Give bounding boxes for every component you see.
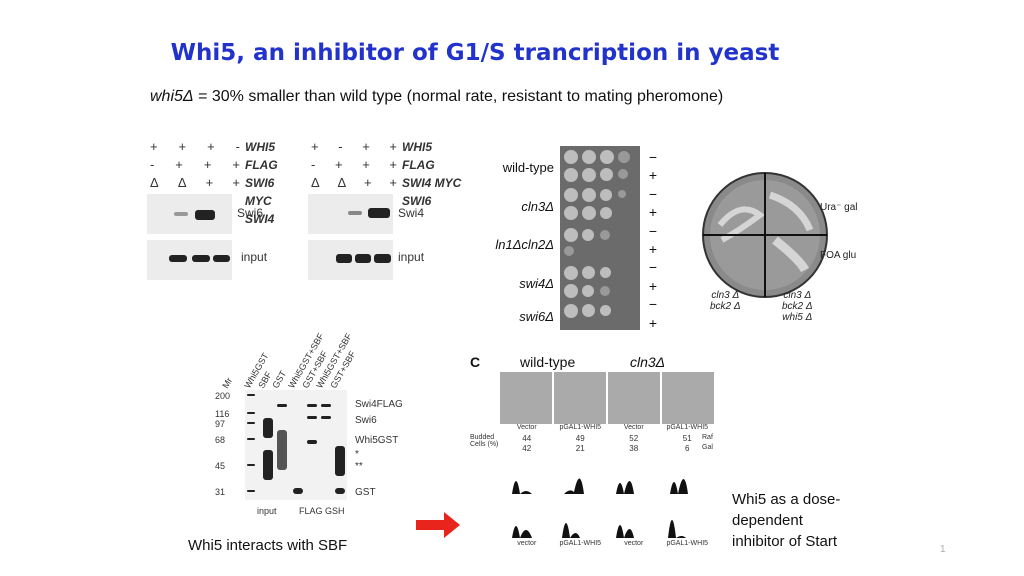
coip-blot-right: + - + + - + + + Δ Δ + + WHI5 FLAG SWI4 MYC SWI6 S… (306, 132, 466, 282)
gel-image (245, 390, 347, 500)
coip-right-row3: Δ Δ + + (311, 175, 397, 190)
page-number: 1 (940, 544, 946, 555)
micro-header-wild-type: wild-type (520, 354, 576, 370)
spot-assay-signs: − + − + − + − + − + (648, 149, 658, 331)
plate-label-ura-gal: Ura⁻ gal (820, 202, 858, 213)
caption-interacts: Whi5 interacts with SBF (188, 537, 348, 554)
strain-swi4: swi4Δ (519, 276, 554, 291)
coip-right-band-label: Swi4 (398, 206, 425, 220)
budded-gal-row: 42 21 38 6 (522, 444, 690, 453)
plate-label-foa-glu: FOA glu (820, 250, 857, 261)
coip-left-row1: + + + - (150, 139, 240, 154)
right-arrow-icon (416, 512, 460, 538)
budded-raf-row: 44 49 52 51 (522, 434, 692, 443)
slide-title: Whi5, an inhibitor of G1/S trancription … (170, 40, 780, 66)
coip-left-ip-blot (147, 194, 232, 234)
subtitle-text: = 30% smaller than wild type (normal rat… (193, 88, 724, 105)
coip-right-input-blot (308, 240, 393, 280)
coip-right-row-labels: WHI5 FLAG SWI4 MYC SWI6 (402, 140, 462, 208)
gel-lane-labels: Mr Whi5GST SBF GST Whi5GST+SBF GST+SBF W… (220, 331, 358, 390)
slide-subtitle: whi5Δ = 30% smaller than wild type (norm… (150, 88, 723, 106)
coip-right-ip-blot (308, 194, 393, 234)
strain-swi6: swi6Δ (519, 309, 554, 324)
delta-symbol: Δ (182, 88, 194, 105)
facs-bottom-labels: vector pGAL1-WHI5 vector pGAL1-WHI5 (517, 540, 709, 547)
coip-left-row3: Δ Δ + + (150, 175, 240, 190)
coip-left-input-label: input (241, 250, 268, 264)
gal-label: Gal (702, 444, 713, 451)
spot-plate-image (560, 146, 640, 330)
budded-label: Budded Cells (%) (470, 434, 499, 448)
facs-histograms (504, 478, 700, 538)
coip-right-row2: - + + + (311, 157, 397, 172)
panel-letter: C (470, 354, 481, 370)
petri-dish-image (702, 172, 828, 298)
strain-cln3: cln3Δ (521, 199, 554, 214)
strain-wild-type: wild-type (502, 160, 554, 175)
coip-left-input-blot (147, 240, 232, 280)
strain-cln1-cln2: ln1Δcln2Δ (495, 237, 554, 252)
spot-assay: wild-type cln3Δ ln1Δcln2Δ swi4Δ swi6Δ − +… (484, 144, 664, 334)
coip-left-signs: + + + - - + + + Δ Δ + + (150, 138, 240, 192)
raf-label: Raf (702, 434, 713, 441)
pulldown-gel: Mr Whi5GST SBF GST Whi5GST+SBF GST+SBF W… (215, 331, 403, 516)
coip-blot-left: + + + - - + + + Δ Δ + + WHI5 FLAG SWI6 MYC SWI4 S… (145, 132, 295, 282)
microscopy-panel: C wild-type cln3Δ Vector pGAL1-WHI5 Vect… (470, 354, 720, 554)
coip-left-row2: - + + + (150, 157, 240, 172)
micro-header-cln3: cln3Δ (630, 354, 666, 370)
coip-left-band-label: Swi6 (237, 206, 264, 220)
gene-name: whi5 (150, 88, 183, 105)
micro-img-labels: Vector pGAL1-WHI5 Vector pGAL1-WHI5 (516, 424, 709, 431)
caption-dose-dependent: Whi5 as a dose- dependent inhibitor of S… (732, 491, 841, 550)
coip-right-row1: + - + + (311, 139, 397, 154)
coip-left-row-labels: WHI5 FLAG SWI6 MYC SWI4 (245, 140, 278, 226)
micro-images (500, 372, 714, 424)
coip-right-input-label: input (398, 250, 425, 264)
coip-right-signs: + - + + - + + + Δ Δ + + (311, 138, 397, 192)
